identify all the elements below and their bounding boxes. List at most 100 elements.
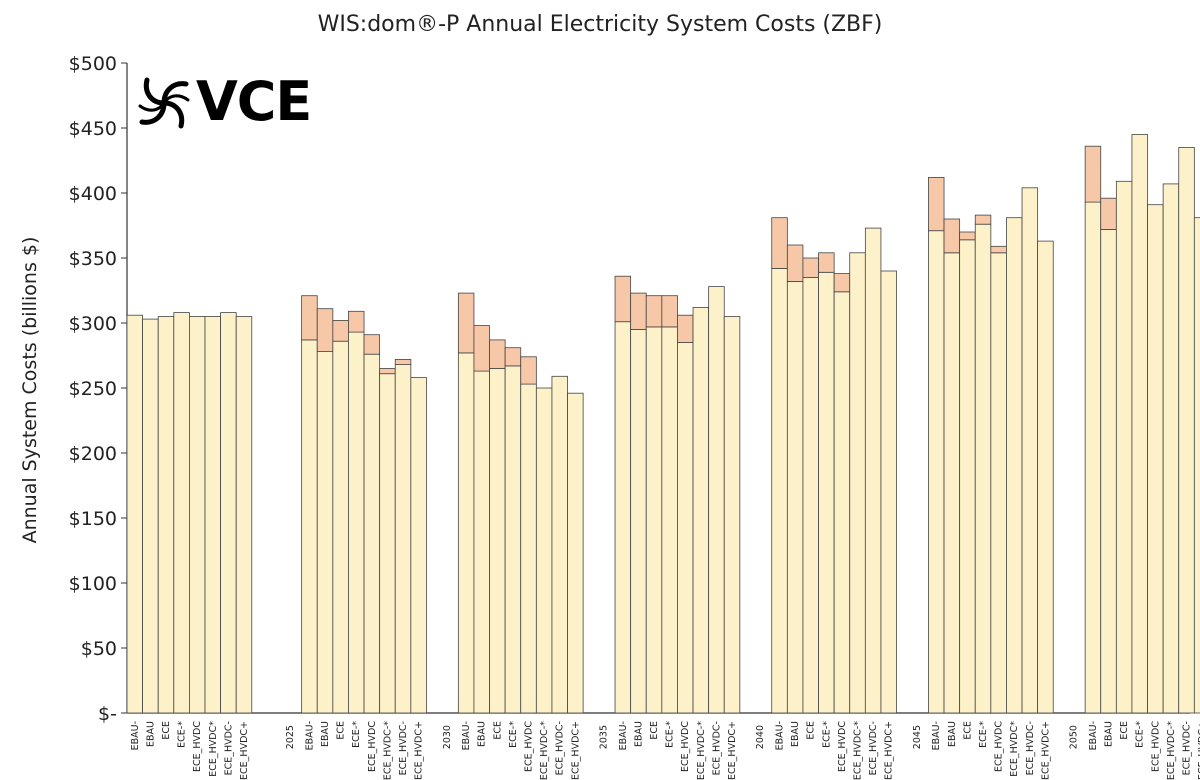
bar-base-segment	[1193, 217, 1200, 714]
bar-extra-segment	[504, 347, 522, 367]
bar-base-segment	[928, 230, 945, 714]
bar-extra-segment	[943, 218, 961, 254]
bar-base-segment	[567, 392, 584, 714]
x-tick-label: ECE-*	[978, 721, 989, 748]
x-tick-label: ECE	[962, 721, 973, 740]
bar-base-segment	[614, 321, 632, 714]
bar-base-segment	[410, 377, 427, 714]
x-tick-label: ECE	[649, 721, 660, 740]
x-tick-label: ECE	[161, 721, 172, 740]
bar-extra-segment	[1084, 145, 1102, 203]
bar-base-segment	[771, 267, 788, 714]
x-tick-label: ECE_HVDC	[524, 721, 535, 772]
x-tick-label: ECE_HVDC-*	[853, 721, 864, 780]
bar-base-segment	[1037, 240, 1054, 714]
x-tick-label: ECE	[806, 721, 817, 740]
x-tick-label: ECE_HVDC	[837, 721, 848, 772]
x-tick-label: EBAU-	[304, 721, 315, 750]
y-tick-label: $-	[98, 703, 117, 725]
bar-base-segment	[974, 223, 992, 714]
bar-extra-segment	[630, 292, 647, 330]
bar-base-segment	[504, 365, 522, 714]
group-year-label: 2030	[442, 725, 453, 749]
bar-extra-segment	[301, 295, 318, 341]
y-tick-label: $300	[69, 313, 117, 335]
bar-extra-segment	[520, 356, 537, 385]
x-tick-label: EBAU	[633, 721, 644, 747]
bar-extra-segment	[363, 334, 381, 355]
swirl-logo-icon	[138, 77, 190, 129]
bar-extra-segment	[1100, 197, 1117, 230]
bar-base-segment	[990, 252, 1007, 714]
x-tick-label: ECE_HVDC*	[1009, 721, 1020, 777]
bar-extra-segment	[645, 295, 663, 328]
bar-extra-segment	[394, 358, 412, 365]
bar-base-segment	[535, 387, 553, 714]
x-tick-label: ECE_HVDC-*	[696, 721, 707, 780]
bar-base-segment	[1006, 217, 1023, 714]
x-tick-label: ECE-*	[665, 721, 676, 748]
bar-base-segment	[473, 370, 490, 714]
bar-extra-segment	[614, 275, 632, 323]
bar-base-segment	[126, 314, 144, 714]
bar-base-segment	[943, 252, 961, 714]
bar-base-segment	[457, 352, 475, 714]
x-tick-label: EBAU	[1104, 721, 1115, 747]
bar-base-segment	[379, 373, 396, 714]
x-tick-label: EBAU	[320, 721, 331, 747]
bar-base-segment	[188, 316, 206, 714]
bar-base-segment	[489, 368, 506, 714]
x-tick-label: ECE_HVDC+	[727, 721, 738, 780]
bar-base-segment	[723, 316, 741, 714]
y-tick-label: $450	[69, 118, 117, 140]
x-tick-label: ECE_HVDC	[1150, 721, 1161, 772]
bar-base-segment	[864, 227, 882, 714]
bar-base-segment	[802, 277, 819, 714]
bar-base-segment	[833, 291, 851, 714]
x-tick-label: ECE_HVDC+	[414, 721, 425, 780]
x-tick-label: EBAU-	[1088, 721, 1099, 750]
bar-extra-segment	[348, 310, 365, 333]
bar-base-segment	[1115, 180, 1133, 714]
x-tick-label: ECE	[1119, 721, 1130, 740]
x-tick-label: ECE-*	[351, 721, 362, 748]
bar-base-segment	[1021, 187, 1039, 714]
bar-base-segment	[1147, 204, 1164, 714]
bar-extra-segment	[928, 176, 945, 232]
vce-logo: VCE	[134, 72, 324, 134]
bar-base-segment	[363, 353, 381, 714]
bar-base-segment	[316, 351, 334, 714]
x-tick-label: ECE_HVDC-	[1025, 721, 1036, 775]
y-tick-label: $50	[81, 638, 117, 660]
y-tick-label: $350	[69, 248, 117, 270]
y-tick-label: $150	[69, 508, 117, 530]
x-tick-label: EBAU	[790, 721, 801, 747]
y-tick-label: $500	[69, 53, 117, 75]
bar-base-segment	[1162, 183, 1180, 714]
bar-base-segment	[1131, 134, 1148, 714]
x-tick-label: ECE_HVDC	[367, 721, 378, 772]
bar-base-segment	[332, 340, 349, 714]
x-tick-label: ECE-*	[821, 721, 832, 748]
bar-extra-segment	[677, 314, 694, 343]
bar-extra-segment	[661, 295, 678, 328]
x-tick-label: ECE_HVDC-	[398, 721, 409, 775]
bar-base-segment	[348, 331, 365, 714]
x-tick-label: ECE-*	[1135, 721, 1146, 748]
bar-extra-segment	[833, 273, 851, 293]
x-tick-label: ECE_HVDC-*	[539, 721, 550, 780]
group-year-label: 2050	[1069, 725, 1080, 749]
bar-base-segment	[677, 342, 694, 714]
x-tick-label: ECE_HVDC+	[1197, 721, 1200, 780]
x-tick-label: EBAU-	[931, 721, 942, 750]
x-tick-label: ECE_HVDC+	[1040, 721, 1051, 780]
bar-extra-segment	[473, 325, 490, 372]
x-tick-label: ECE_HVDC*	[208, 721, 219, 777]
x-tick-label: ECE_HVDC-	[223, 721, 234, 775]
x-tick-label: EBAU	[477, 721, 488, 747]
x-tick-label: ECE_HVDC+	[884, 721, 895, 780]
group-year-label: 2040	[755, 725, 766, 749]
y-tick-label: $200	[69, 443, 117, 465]
bar-base-segment	[880, 270, 897, 714]
